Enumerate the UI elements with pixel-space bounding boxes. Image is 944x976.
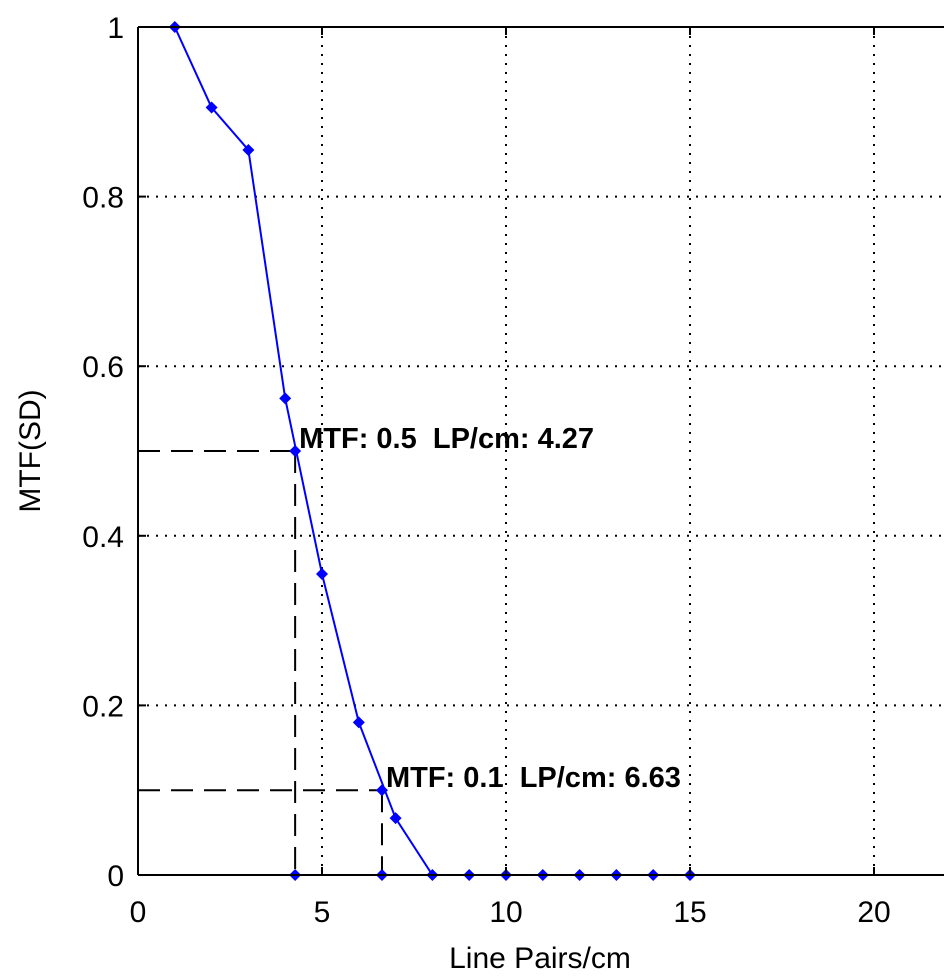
x-tick-label: 10	[489, 896, 522, 929]
data-point	[242, 143, 255, 156]
data-point	[205, 101, 218, 114]
x-tick-label: 15	[673, 896, 706, 929]
data-point	[352, 716, 365, 729]
annotation-label: MTF: 0.1 LP/cm: 6.63	[386, 762, 681, 794]
annotation-point	[375, 784, 388, 797]
data-point	[389, 812, 402, 825]
grid-lines	[138, 27, 944, 875]
x-tick-label: 0	[130, 896, 147, 929]
annotation-point	[289, 445, 302, 457]
y-tick-label: 0.8	[82, 182, 124, 215]
y-axis-label: MTF(SD)	[14, 389, 47, 512]
x-tick-label: 5	[314, 896, 331, 929]
data-point	[316, 567, 328, 580]
tick-group: 0 5 10 15 20 0 0.2 0.4 0.6 0.8 1	[82, 12, 890, 929]
y-tick-label: 0.2	[82, 690, 124, 723]
y-tick-label: 0	[107, 860, 124, 893]
annotation-label: MTF: 0.5 LP/cm: 4.27	[299, 423, 594, 455]
y-tick-label: 0.4	[82, 521, 124, 554]
annotation-group: MTF: 0.5 LP/cm: 4.27 MTF: 0.1 LP/cm: 6.63	[289, 423, 681, 881]
marker-group	[168, 21, 696, 881]
y-tick-label: 1	[107, 12, 124, 45]
x-tick-label: 20	[857, 896, 890, 929]
data-point	[279, 392, 292, 405]
reference-lines	[138, 450, 383, 875]
y-tick-label: 0.6	[82, 351, 124, 384]
x-axis-label: Line Pairs/cm	[449, 942, 631, 975]
